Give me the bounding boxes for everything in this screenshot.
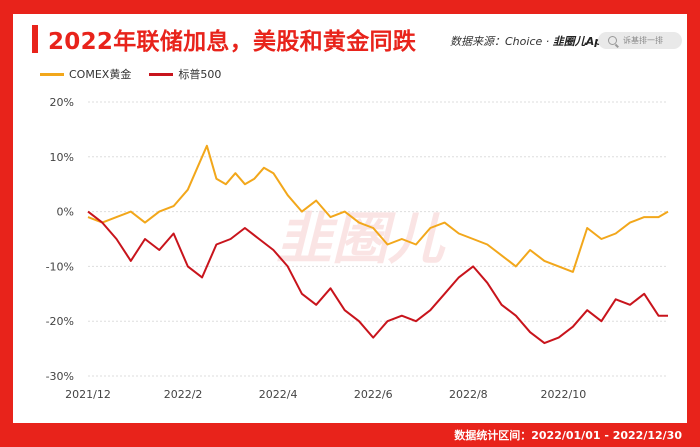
search-placeholder: 诉基排一排 <box>623 36 663 45</box>
source-brand: 韭圈儿App <box>552 35 611 48</box>
watermark-logo: 韭圈儿 <box>276 207 446 272</box>
source-prefix: 数据来源：Choice · <box>450 35 553 48</box>
y-tick-label: -20% <box>46 315 74 328</box>
chart-title: 2022年联储加息，美股和黄金同跌 <box>48 29 417 55</box>
y-tick-label: 0% <box>57 206 74 219</box>
x-tick-label: 2022/4 <box>259 388 298 401</box>
y-tick-label: 10% <box>50 151 74 164</box>
x-tick-label: 2022/6 <box>354 388 393 401</box>
legend-swatch-sp500 <box>149 72 174 76</box>
legend: COMEX黄金 标普500 <box>40 66 239 82</box>
series-line-sp500 <box>87 210 668 345</box>
chart-title-block: 2022年联储加息，美股和黄金同跌 <box>32 22 416 56</box>
y-tick-label: 20% <box>50 96 74 109</box>
x-tick-label: 2022/10 <box>541 388 587 401</box>
series-line-gold <box>87 144 669 273</box>
x-tick-label: 2021/12 <box>65 388 111 401</box>
chart-card <box>13 14 687 423</box>
y-tick-label: -30% <box>46 370 74 383</box>
legend-item-gold: COMEX黄金 <box>40 66 131 82</box>
legend-label-gold: COMEX黄金 <box>69 68 132 81</box>
x-tick-label: 2022/2 <box>164 388 203 401</box>
search-box[interactable]: 诉基排一排 <box>598 32 682 49</box>
legend-swatch-gold <box>40 72 64 76</box>
data-source: 数据来源：Choice · 韭圈儿App <box>450 33 610 49</box>
legend-item-sp500: 标普500 <box>149 66 221 82</box>
x-tick-label: 2022/8 <box>449 388 488 401</box>
footer-period: 数据统计区间：2022/01/01 - 2022/12/30 <box>454 429 682 442</box>
search-icon <box>608 36 617 45</box>
y-tick-label: -10% <box>46 260 74 273</box>
title-accent-bar <box>32 25 38 53</box>
legend-label-sp500: 标普500 <box>178 68 222 81</box>
